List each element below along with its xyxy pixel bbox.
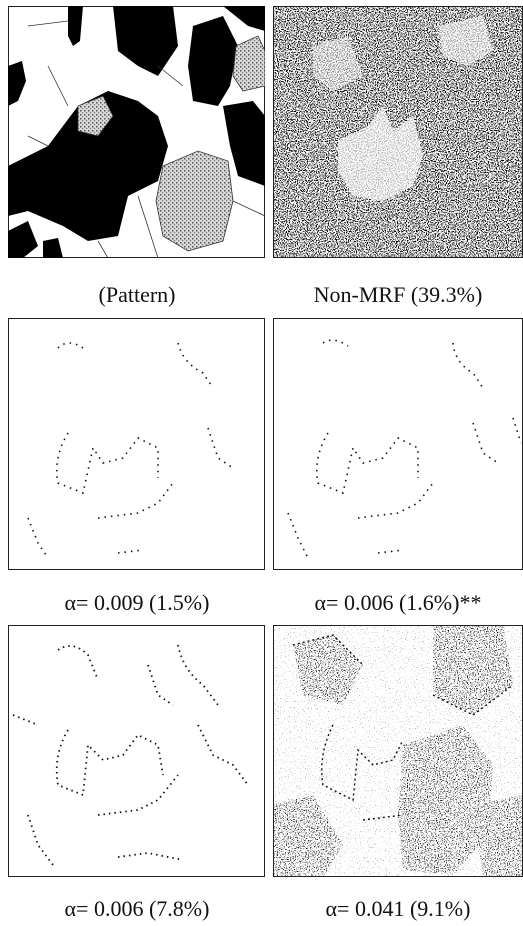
figure: (Pattern) Non-MRF (39.3%) α= 0.009 (1.5%…: [0, 0, 523, 926]
caption: α= 0.006 (7.8%): [7, 896, 267, 922]
caption: (Pattern): [7, 282, 267, 308]
result-image: [273, 625, 523, 877]
result-image: [273, 318, 523, 570]
caption: α= 0.041 (9.1%): [268, 896, 523, 922]
non-mrf-image: [273, 6, 523, 258]
pattern-image: [8, 6, 265, 258]
result-image: [8, 625, 265, 877]
caption: α= 0.009 (1.5%): [7, 590, 267, 616]
caption: α= 0.006 (1.6%)**: [268, 590, 523, 616]
result-image: [8, 318, 265, 570]
caption: Non-MRF (39.3%): [268, 282, 523, 308]
